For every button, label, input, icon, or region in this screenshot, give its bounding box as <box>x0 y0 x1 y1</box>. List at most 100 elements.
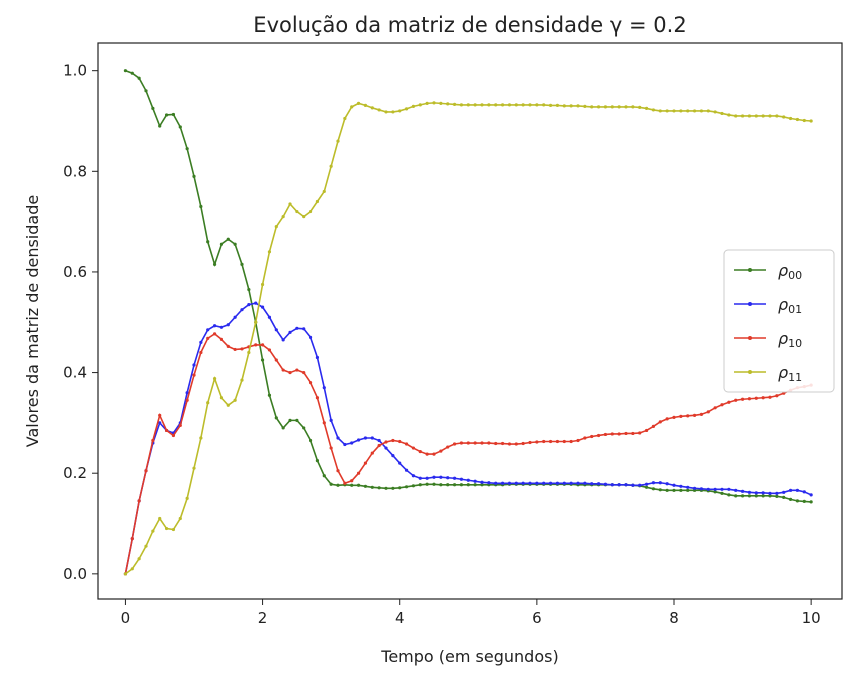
data-point <box>740 114 745 118</box>
data-point <box>391 486 395 490</box>
series-10 <box>123 332 813 576</box>
data-point <box>370 436 374 440</box>
data-point <box>672 415 676 419</box>
data-point <box>521 103 525 107</box>
data-point <box>480 480 484 484</box>
data-point <box>754 491 758 495</box>
data-point <box>720 111 724 116</box>
data-point <box>212 332 217 336</box>
data-point <box>439 483 443 487</box>
data-point <box>686 109 690 113</box>
data-point <box>569 439 573 444</box>
data-point <box>569 481 573 485</box>
x-tick-label: 0 <box>121 609 131 627</box>
data-point <box>631 431 635 436</box>
data-point <box>130 567 134 571</box>
data-point <box>226 237 230 241</box>
y-tick-label: 0.6 <box>63 263 87 281</box>
data-point <box>590 105 594 109</box>
legend-label: ρ10 <box>778 329 802 350</box>
data-point <box>302 327 306 331</box>
data-point <box>233 398 237 402</box>
data-point <box>446 476 450 480</box>
data-point <box>754 114 758 118</box>
data-point <box>699 412 704 416</box>
data-point <box>658 420 662 424</box>
x-tick-label: 8 <box>669 609 679 627</box>
data-point <box>631 105 635 109</box>
data-point <box>350 483 354 487</box>
data-point <box>521 481 525 485</box>
data-point <box>247 303 251 307</box>
data-point <box>315 396 320 400</box>
plot-lines <box>123 69 813 576</box>
data-point <box>734 488 738 492</box>
data-point <box>158 124 162 128</box>
data-point <box>624 483 628 487</box>
data-point <box>672 483 676 487</box>
data-point <box>302 370 306 375</box>
data-point <box>192 373 196 377</box>
data-point <box>158 421 162 425</box>
data-point <box>624 105 628 109</box>
data-point <box>199 340 203 344</box>
data-point <box>384 486 388 490</box>
data-point <box>603 432 608 437</box>
data-point <box>775 114 779 118</box>
data-point <box>802 490 806 494</box>
data-point <box>418 103 422 107</box>
data-point <box>398 439 402 444</box>
legend-label: ρ01 <box>778 295 802 316</box>
legend-item: ρ00 <box>734 261 802 282</box>
data-point <box>274 328 278 332</box>
data-point <box>624 431 628 436</box>
data-point <box>679 109 683 113</box>
data-point <box>178 423 182 428</box>
data-point <box>391 438 395 443</box>
data-point <box>480 103 484 107</box>
data-point <box>336 139 340 143</box>
data-point <box>548 439 553 444</box>
data-point <box>398 109 402 113</box>
data-point <box>802 118 806 123</box>
data-point <box>775 494 779 498</box>
data-point <box>439 101 443 105</box>
data-point <box>699 109 704 113</box>
data-point <box>761 491 765 495</box>
data-point <box>315 459 320 463</box>
data-point <box>734 494 738 498</box>
data-point <box>576 481 580 485</box>
data-point <box>123 572 128 576</box>
data-point <box>240 378 244 382</box>
data-point <box>713 406 717 410</box>
chart-title: Evolução da matriz de densidade γ = 0.2 <box>253 13 686 37</box>
data-point <box>727 493 731 497</box>
data-point <box>336 469 340 473</box>
data-point <box>343 116 347 121</box>
data-point <box>788 488 793 492</box>
data-point <box>199 204 203 209</box>
data-point <box>548 103 553 107</box>
data-point <box>665 417 669 421</box>
data-point <box>583 104 587 108</box>
data-point <box>775 491 779 495</box>
data-point <box>302 426 306 430</box>
data-point <box>295 326 299 330</box>
data-point <box>692 413 697 417</box>
legend-swatch-marker <box>748 370 752 374</box>
data-point <box>432 482 436 486</box>
data-point <box>144 89 148 93</box>
data-point <box>706 410 710 414</box>
data-point <box>356 438 361 442</box>
data-point <box>507 103 512 107</box>
data-point <box>425 452 429 456</box>
data-point <box>384 446 388 450</box>
data-point <box>404 442 409 446</box>
data-point <box>555 103 560 107</box>
data-point <box>569 104 573 108</box>
data-point <box>665 482 669 486</box>
data-point <box>548 481 553 485</box>
data-point <box>747 397 752 401</box>
data-point <box>370 485 374 489</box>
data-point <box>398 486 402 490</box>
